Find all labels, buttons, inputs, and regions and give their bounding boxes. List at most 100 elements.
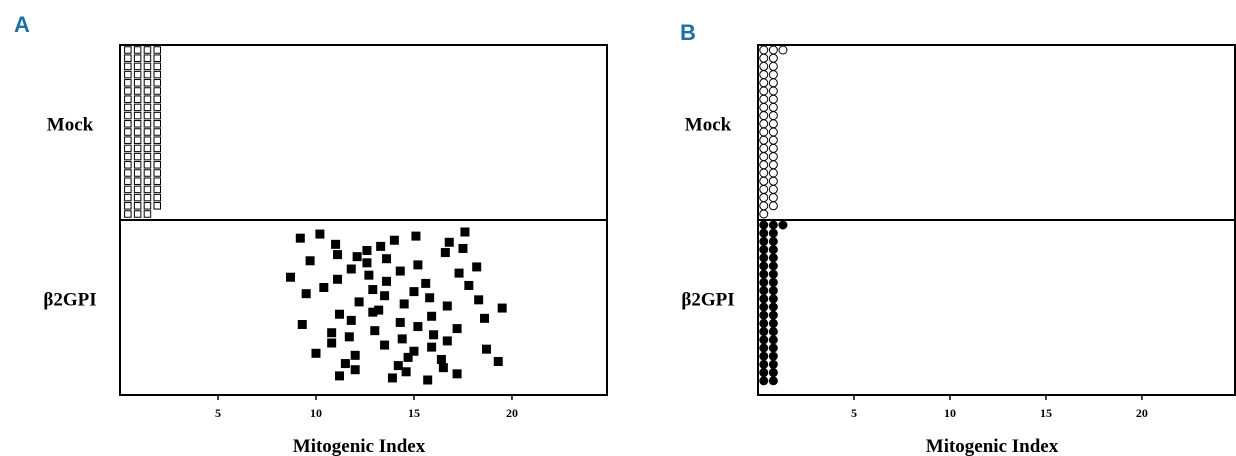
data-point <box>421 278 431 288</box>
data-point <box>380 291 390 301</box>
data-point <box>133 111 142 120</box>
data-point <box>759 201 769 211</box>
data-point <box>759 359 769 369</box>
data-point <box>759 152 769 162</box>
data-point <box>143 152 152 161</box>
data-point <box>768 127 778 137</box>
data-point <box>153 87 161 95</box>
data-point <box>350 365 360 375</box>
data-point <box>143 54 152 62</box>
data-point <box>350 350 360 360</box>
data-point <box>153 70 161 79</box>
data-point <box>759 376 769 386</box>
data-point <box>768 286 778 296</box>
data-point <box>327 328 337 338</box>
data-point <box>454 268 464 278</box>
data-point <box>305 256 315 266</box>
data-point <box>133 95 142 103</box>
panel-label: A <box>14 12 30 37</box>
data-point <box>331 239 341 249</box>
data-point <box>387 373 397 383</box>
data-point <box>143 144 152 153</box>
data-point <box>153 95 161 103</box>
data-point <box>397 334 407 344</box>
x-tick-label: 15 <box>408 406 420 420</box>
data-point <box>143 161 152 169</box>
data-point <box>474 295 484 305</box>
data-point <box>143 185 152 194</box>
data-point <box>768 184 778 194</box>
data-point <box>759 45 769 55</box>
data-point <box>143 70 152 79</box>
data-point <box>427 342 437 352</box>
x-tick-label: 20 <box>506 406 518 420</box>
data-point <box>759 176 769 186</box>
data-point <box>399 299 409 309</box>
data-point <box>759 335 769 345</box>
data-point <box>133 54 142 62</box>
group-label: β2GPI <box>681 290 734 311</box>
data-point <box>124 128 132 136</box>
data-point <box>311 348 321 358</box>
data-point <box>768 135 778 145</box>
data-point <box>759 193 769 203</box>
group-label: β2GPI <box>43 290 96 311</box>
data-point <box>143 193 152 202</box>
data-point <box>133 177 142 185</box>
data-point <box>380 340 390 350</box>
group-label: Mock <box>47 115 94 136</box>
data-point <box>759 70 769 80</box>
data-point <box>382 276 392 286</box>
data-point <box>382 254 392 264</box>
data-point <box>759 111 769 121</box>
data-point <box>133 120 142 128</box>
data-point <box>759 269 769 279</box>
data-point <box>133 169 142 177</box>
data-point <box>768 220 778 230</box>
data-point <box>389 235 399 245</box>
data-point <box>143 120 152 128</box>
data-point <box>333 250 343 260</box>
data-point <box>768 253 778 263</box>
data-point <box>346 264 356 274</box>
data-point <box>759 220 769 230</box>
data-point <box>768 201 778 211</box>
data-point <box>143 62 152 71</box>
data-point <box>153 62 161 71</box>
data-point <box>759 61 769 71</box>
data-point <box>133 161 142 169</box>
data-point <box>143 128 152 136</box>
data-point <box>458 243 468 253</box>
data-point <box>124 95 132 103</box>
data-point <box>133 193 142 202</box>
data-point <box>301 289 311 299</box>
data-point <box>124 46 132 54</box>
data-point <box>124 152 132 161</box>
data-point <box>768 94 778 104</box>
data-point <box>759 236 769 246</box>
data-point <box>143 177 152 185</box>
data-point <box>153 136 161 144</box>
data-point <box>124 54 132 62</box>
data-point <box>153 46 161 54</box>
data-point <box>759 127 769 137</box>
data-point <box>124 120 132 128</box>
data-point <box>335 309 345 319</box>
data-point <box>464 280 474 290</box>
data-point <box>759 318 769 328</box>
data-point <box>153 128 161 136</box>
data-point <box>759 368 769 378</box>
data-point <box>759 184 769 194</box>
data-point <box>344 332 354 342</box>
data-point <box>153 152 161 161</box>
data-point <box>153 103 161 112</box>
data-point <box>153 54 161 62</box>
data-point <box>759 160 769 170</box>
data-point <box>143 103 152 112</box>
data-point <box>362 258 372 268</box>
data-point <box>768 160 778 170</box>
data-point <box>768 176 778 186</box>
data-point <box>759 286 769 296</box>
data-point <box>452 369 462 379</box>
